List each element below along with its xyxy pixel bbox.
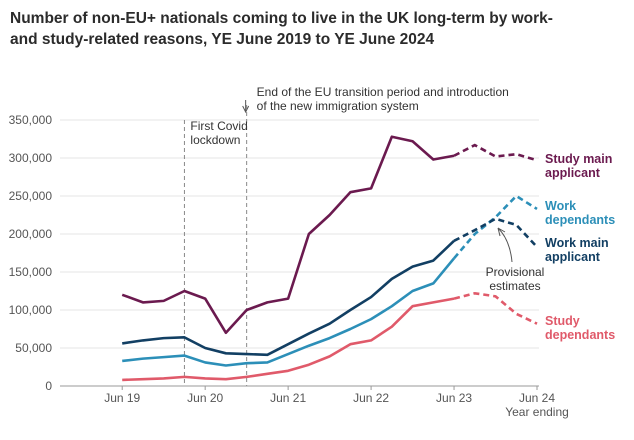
x-tick-label: Jun 19 — [104, 391, 140, 405]
x-tick-label: Jun 20 — [187, 391, 223, 405]
x-tick-label: Jun 23 — [436, 391, 472, 405]
series-label: Study — [545, 314, 580, 328]
series-label: Work main — [545, 236, 609, 250]
series-label: applicant — [545, 250, 601, 264]
provisional-annotation: estimates — [489, 279, 540, 293]
eu-transition-arrow — [242, 100, 250, 114]
y-axis-ticks: 0 50,000 100,000 150,000 200,000 250,000 300,0… — [9, 113, 53, 393]
series-line-provisional — [453, 194, 538, 260]
provisional-arrow — [497, 227, 513, 263]
series-line — [122, 257, 456, 367]
series-label: dependants — [545, 328, 615, 342]
series-label: Work — [545, 199, 576, 213]
x-tick-label: Jun 21 — [270, 391, 306, 405]
eu-transition-annotation: End of the EU transition period and intr… — [257, 85, 509, 99]
series-line-provisional — [453, 291, 538, 325]
y-tick-label: 100,000 — [9, 303, 53, 317]
grid-lines — [60, 119, 539, 387]
y-tick-label: 300,000 — [9, 151, 53, 165]
y-tick-label: 150,000 — [9, 265, 53, 279]
series-line — [121, 135, 455, 335]
y-tick-label: 200,000 — [9, 227, 53, 241]
provisional-annotation: Provisional — [486, 265, 545, 279]
series-label: Study main — [545, 152, 612, 166]
y-tick-label: 350,000 — [9, 113, 53, 127]
y-tick-label: 250,000 — [9, 189, 53, 203]
x-axis: Jun 19 Jun 20 Jun 21 Jun 22 Jun 23 Jun 24Year… — [104, 386, 569, 419]
covid-annotation: First Covid — [190, 119, 247, 133]
title-line-1: Number of non-EU+ nationals coming to li… — [10, 10, 553, 27]
series-label: dependants — [545, 213, 615, 227]
event-markers — [183, 105, 248, 386]
series-line — [122, 239, 455, 357]
series-line-provisional — [453, 217, 538, 248]
eu-transition-annotation: of the new immigration system — [257, 99, 419, 113]
y-tick-label: 50,000 — [15, 341, 52, 355]
series-label: applicant — [545, 166, 601, 180]
chart-title: Number of non-EU+ nationals coming to li… — [10, 8, 620, 50]
series-line-provisional — [453, 143, 538, 162]
x-tick-label: Jun 24 — [519, 391, 555, 405]
title-line-2: and study-related reasons, YE June 2019 … — [10, 31, 435, 48]
y-tick-label: 0 — [45, 379, 52, 393]
x-axis-title: Year ending — [505, 405, 569, 419]
x-tick-label: Jun 22 — [353, 391, 389, 405]
series-lines — [121, 135, 538, 382]
series-line — [122, 297, 455, 382]
covid-annotation: lockdown — [190, 133, 240, 147]
